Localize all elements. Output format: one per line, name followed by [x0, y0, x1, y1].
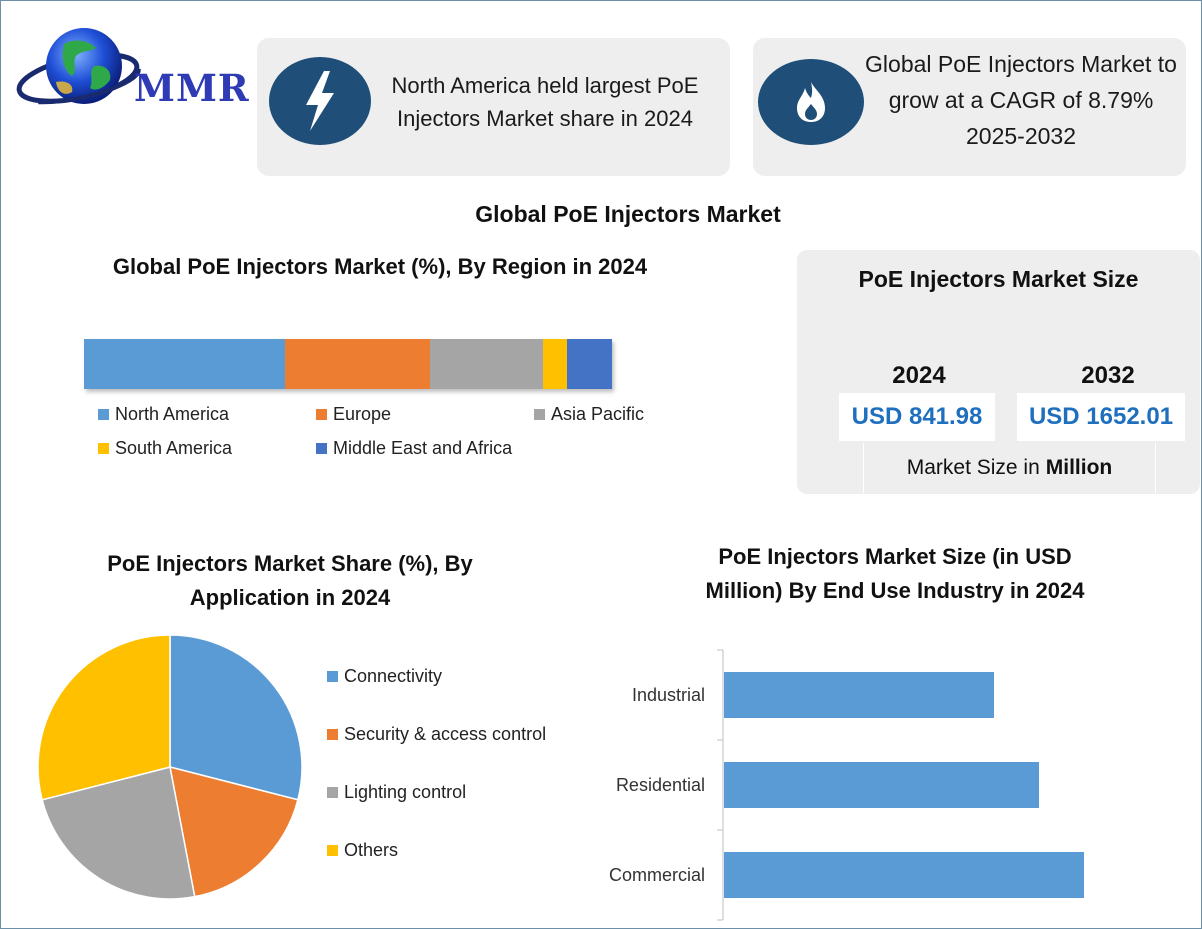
legend-item-north-america: North America [98, 404, 229, 425]
bar-segment-north-america [84, 339, 285, 389]
info-card-region: North America held largest PoE Injectors… [257, 38, 730, 176]
value-2032: USD 1652.01 [1017, 393, 1185, 441]
application-pie-chart [37, 634, 303, 900]
pie-slice-lighting-control [41, 766, 196, 900]
bar-commercial [724, 852, 1084, 898]
bar-segment-middle-east-and-africa [567, 339, 612, 389]
bar-segment-asia-pacific [429, 339, 544, 389]
main-title: Global PoE Injectors Market [475, 201, 781, 227]
legend-label: Lighting control [344, 782, 467, 802]
legend-swatch [98, 443, 109, 454]
pie-slice-others [37, 634, 171, 801]
end-use-title-line2: Million) By End Use Industry in 2024 [705, 578, 1085, 603]
legend-item-security: Security & access control [327, 724, 546, 745]
region-chart-title: Global PoE Injectors Market (%), By Regi… [112, 254, 648, 279]
bar-residential [724, 762, 1039, 808]
legend-label: North America [115, 404, 230, 424]
year-2024: 2024 [892, 362, 946, 389]
unit-note-bold: Million [1045, 456, 1113, 479]
legend-label: Others [344, 840, 399, 860]
legend-item-middle-east-africa: Middle East and Africa [316, 438, 512, 459]
legend-label: Connectivity [344, 666, 443, 686]
legend-swatch [316, 409, 327, 420]
application-title-line2: Application in 2024 [189, 585, 391, 610]
bar-industrial [724, 672, 994, 718]
info-text-cagr: Global PoE Injectors Market to grow at a… [865, 51, 1177, 149]
legend-swatch [327, 729, 338, 740]
end-use-bar-chart: Industrial Residential Commercial [609, 649, 1084, 921]
unit-note-prefix: Market Size in [906, 456, 1040, 479]
market-size-title: PoE Injectors Market Size [858, 266, 1139, 292]
flame-icon [758, 59, 864, 145]
legend-item-south-america: South America [98, 438, 232, 459]
legend-swatch [316, 443, 327, 454]
year-2032: 2032 [1081, 362, 1135, 389]
application-chart-title: PoE Injectors Market Share (%), By Appli… [40, 547, 540, 615]
market-size-card: PoE Injectors Market Size 2024 2032 USD … [797, 250, 1200, 494]
legend-swatch [327, 671, 338, 682]
value-2024: USD 841.98 [839, 393, 995, 441]
end-use-title-line1: PoE Injectors Market Size (in USD [718, 544, 1072, 569]
category-label-commercial: Commercial [609, 865, 705, 885]
legend-item-asia-pacific: Asia Pacific [534, 404, 644, 425]
legend-swatch [327, 845, 338, 856]
bar-segment-south-america [543, 339, 568, 389]
bar-segment-europe [284, 339, 430, 389]
legend-swatch [98, 409, 109, 420]
pie-slice-security-access-control [169, 765, 299, 898]
legend-item-connectivity: Connectivity [327, 666, 442, 687]
legend-label: Security & access control [344, 724, 547, 744]
legend-item-europe: Europe [316, 404, 391, 425]
info-text-region: North America held largest PoE Injectors… [391, 73, 699, 131]
application-title-line1: PoE Injectors Market Share (%), By [107, 551, 473, 576]
info-card-cagr: Global PoE Injectors Market to grow at a… [753, 38, 1186, 176]
logo-text: MMR [134, 66, 250, 110]
pie-slice-connectivity [169, 634, 303, 801]
market-size-unit-note: Market Size in Million [863, 443, 1156, 493]
region-stacked-bar [84, 339, 612, 389]
category-label-residential: Residential [616, 775, 705, 795]
lightning-icon [269, 57, 371, 145]
legend-swatch [534, 409, 545, 420]
legend-label: Europe [333, 404, 392, 424]
legend-label: Middle East and Africa [333, 438, 513, 458]
legend-item-lighting: Lighting control [327, 782, 466, 803]
end-use-chart-title: PoE Injectors Market Size (in USD Millio… [650, 540, 1140, 608]
globe-icon [15, 28, 141, 105]
legend-label: Asia Pacific [551, 404, 645, 424]
mmr-logo: MMR [15, 22, 249, 114]
legend-swatch [327, 787, 338, 798]
legend-label: South America [115, 438, 233, 458]
category-label-industrial: Industrial [632, 685, 705, 705]
legend-item-others: Others [327, 840, 398, 861]
